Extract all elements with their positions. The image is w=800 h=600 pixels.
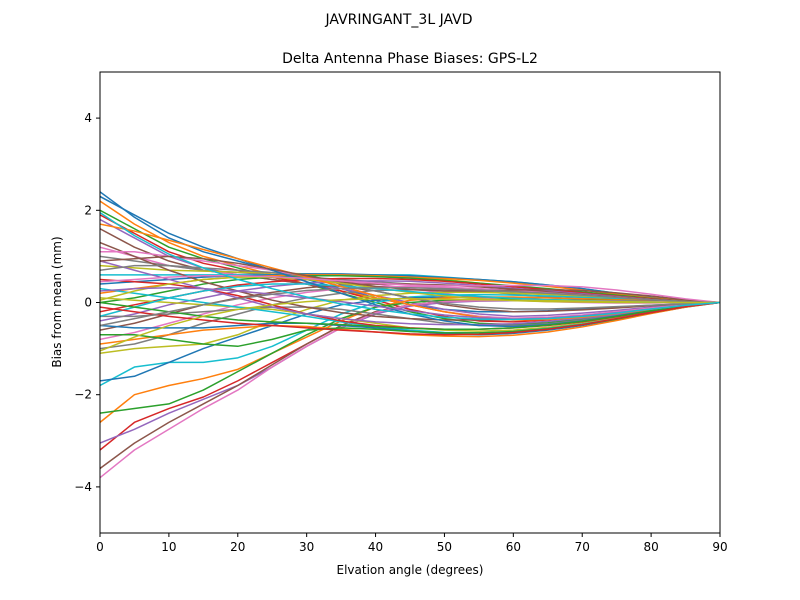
series-line xyxy=(100,293,720,387)
y-axis-ticks: −4 −2 0 2 4 xyxy=(74,111,100,494)
series-line xyxy=(100,299,720,470)
x-tick-label: 20 xyxy=(230,540,245,554)
y-tick-label: 4 xyxy=(84,111,92,125)
x-tick-label: 0 xyxy=(96,540,104,554)
x-tick-label: 40 xyxy=(368,540,383,554)
series-line xyxy=(100,287,720,327)
y-tick-label: −2 xyxy=(74,388,92,402)
series-line xyxy=(100,299,720,451)
x-tick-label: 30 xyxy=(299,540,314,554)
series-line xyxy=(100,296,720,423)
series-line xyxy=(100,301,720,336)
x-tick-label: 80 xyxy=(643,540,658,554)
x-tick-label: 50 xyxy=(437,540,452,554)
series-line xyxy=(100,299,720,444)
x-tick-label: 60 xyxy=(506,540,521,554)
figure-suptitle: JAVRINGANT_3L JAVD xyxy=(325,12,473,28)
x-tick-label: 70 xyxy=(575,540,590,554)
y-tick-label: −4 xyxy=(74,480,92,494)
y-tick-label: 2 xyxy=(84,203,92,217)
series-line xyxy=(100,275,720,304)
series-line xyxy=(100,255,720,304)
x-axis-ticks: 0 10 20 30 40 50 60 70 80 90 xyxy=(96,533,728,554)
x-axis-label: Elvation angle (degrees) xyxy=(337,563,484,577)
y-tick-label: 0 xyxy=(84,296,92,310)
x-tick-label: 10 xyxy=(161,540,176,554)
chart-title: Delta Antenna Phase Biases: GPS-L2 xyxy=(282,51,538,67)
y-axis-label: Bias from mean (mm) xyxy=(50,236,64,367)
series-line xyxy=(100,276,720,304)
series-line xyxy=(100,275,720,304)
series-line xyxy=(100,298,720,352)
series-line xyxy=(100,301,720,345)
series-line xyxy=(100,211,720,321)
series-layer xyxy=(100,191,720,479)
x-tick-label: 90 xyxy=(712,540,727,554)
